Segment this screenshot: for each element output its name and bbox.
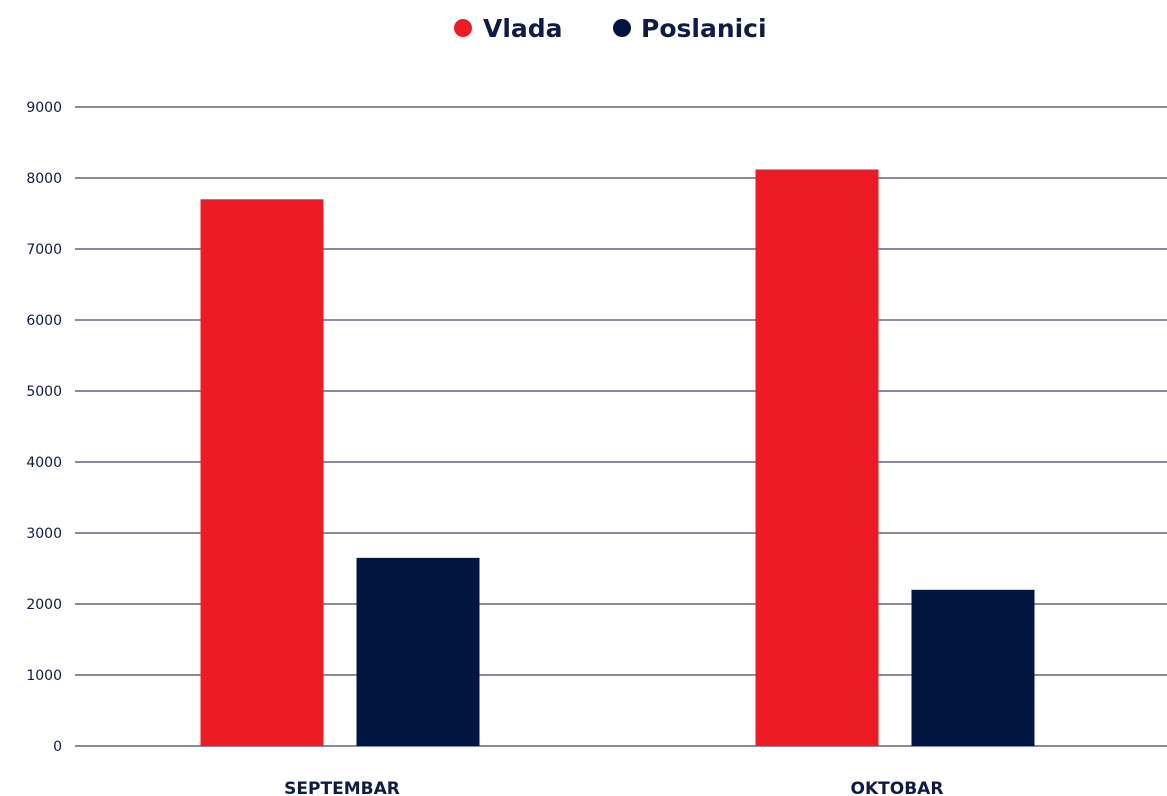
y-tick-label: 1000	[26, 668, 62, 684]
y-tick-label: 4000	[26, 455, 62, 471]
y-tick-label: 9000	[26, 100, 62, 116]
x-category-label: OKTOBAR	[851, 779, 944, 796]
x-axis: SEPTEMBAR OKTOBAR	[284, 779, 943, 796]
bars	[200, 169, 1035, 747]
bar-poslanici-septembar	[356, 557, 480, 746]
x-category-label: SEPTEMBAR	[284, 779, 400, 796]
legend-label-poslanici: Poslanici	[641, 14, 767, 43]
legend-label-vlada: Vlada	[483, 14, 563, 43]
y-tick-label: 3000	[26, 526, 62, 542]
y-tick-label: 6000	[26, 313, 62, 329]
legend-swatch-vlada	[454, 19, 472, 37]
y-tick-label: 0	[53, 739, 62, 755]
y-axis: 0 1000 2000 3000 4000 5000 6000 7000 8000 9000	[26, 100, 62, 755]
legend: Vlada Poslanici	[454, 14, 767, 43]
y-tick-label: 7000	[26, 242, 62, 258]
y-tick-label: 8000	[26, 171, 62, 187]
bar-poslanici-oktobar	[911, 589, 1035, 746]
legend-swatch-poslanici	[613, 19, 631, 37]
y-tick-label: 5000	[26, 384, 62, 400]
bar-vlada-septembar	[200, 199, 324, 747]
y-tick-label: 2000	[26, 597, 62, 613]
bar-vlada-oktobar	[755, 169, 879, 747]
